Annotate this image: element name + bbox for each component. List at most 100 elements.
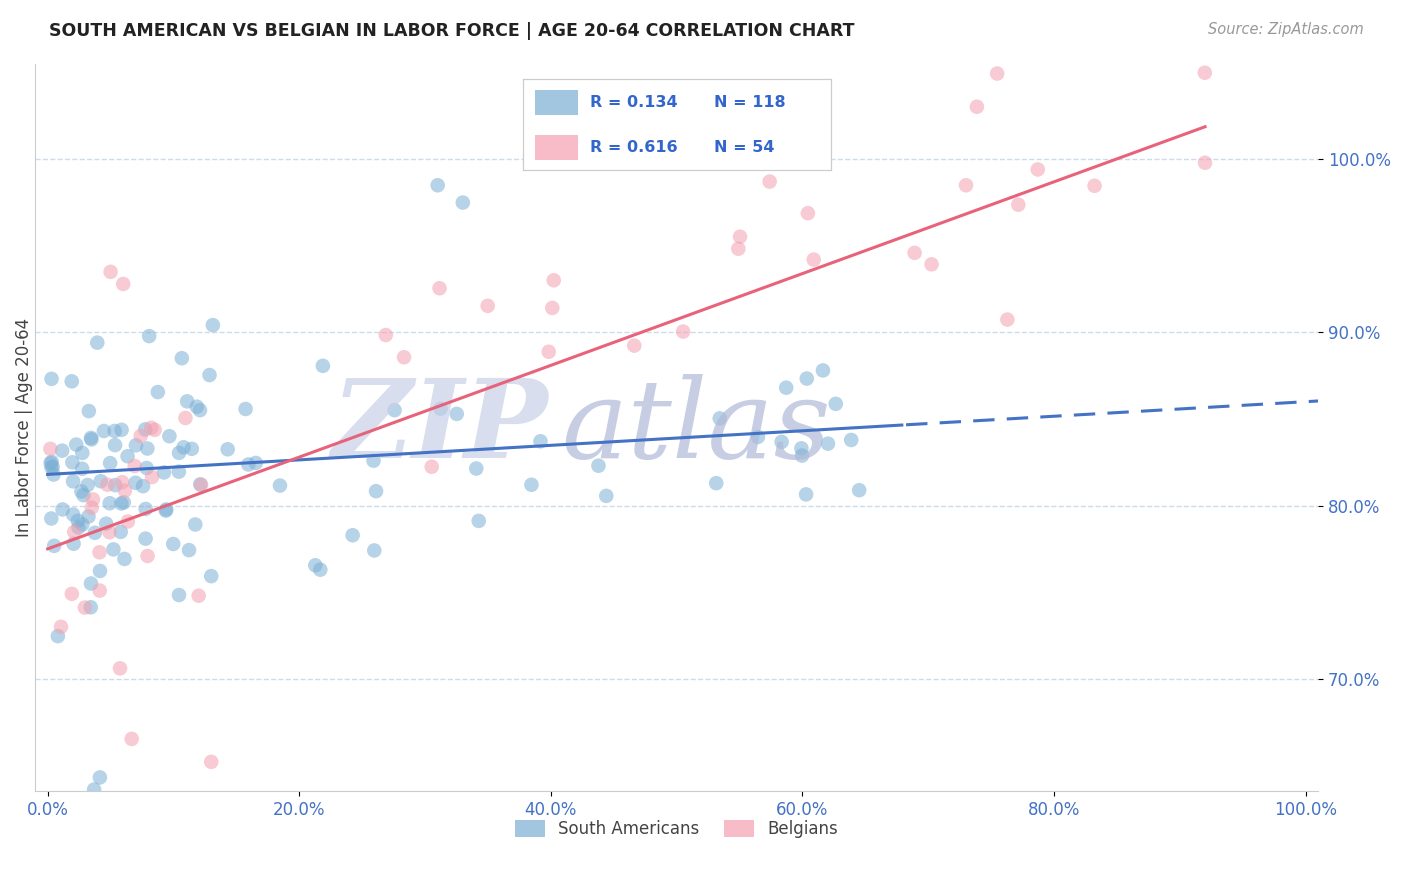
Point [790, 442, 813, 456]
Point [190, 478, 212, 492]
Point [80, 431, 103, 445]
Point [235, 402, 257, 417]
Point [796, 371, 818, 385]
Point [146, 385, 169, 400]
Point [103, 542, 125, 557]
Point [112, 495, 135, 509]
Point [364, 484, 387, 499]
Point [44, 539, 66, 553]
Point [77, 404, 100, 418]
Point [217, 442, 239, 457]
Point [83, 782, 105, 797]
Point [80, 600, 103, 615]
Point [41, 459, 63, 474]
Point [67, 520, 90, 534]
Point [93, 424, 115, 438]
Point [200, 755, 222, 769]
Point [135, 532, 157, 546]
Point [80, 433, 103, 447]
Point [1026, 162, 1049, 177]
Text: Source: ZipAtlas.com: Source: ZipAtlas.com [1208, 22, 1364, 37]
Point [63, 524, 86, 539]
Point [89, 564, 111, 578]
Point [167, 446, 190, 460]
Point [114, 483, 136, 498]
Point [543, 273, 565, 287]
Point [363, 453, 385, 467]
Point [100, 265, 122, 279]
Point [90, 475, 112, 489]
Point [775, 381, 797, 395]
Point [188, 403, 211, 417]
Point [157, 429, 180, 443]
Point [187, 589, 209, 603]
Point [529, 434, 551, 449]
Point [309, 563, 332, 577]
Point [176, 394, 198, 409]
Point [72, 446, 94, 460]
Point [1084, 178, 1107, 193]
Point [839, 433, 862, 447]
Point [429, 401, 451, 416]
Point [41, 460, 63, 475]
Point [94, 516, 117, 531]
Point [77, 509, 100, 524]
Point [111, 475, 134, 490]
Point [188, 477, 211, 491]
Point [477, 299, 499, 313]
Y-axis label: In Labor Force | Age 20-64: In Labor Force | Age 20-64 [15, 318, 32, 537]
Point [42, 467, 65, 482]
Point [184, 517, 207, 532]
Point [117, 515, 139, 529]
Point [117, 450, 139, 464]
Point [342, 528, 364, 542]
Point [60, 587, 83, 601]
Point [49, 620, 72, 634]
Point [811, 363, 834, 377]
Point [588, 458, 610, 473]
Point [728, 229, 751, 244]
Text: ZIP: ZIP [332, 374, 548, 482]
Point [180, 442, 202, 456]
Point [904, 245, 927, 260]
Text: atlas: atlas [561, 374, 831, 482]
Point [132, 479, 155, 493]
Point [41, 372, 63, 386]
Point [986, 66, 1008, 80]
Point [89, 771, 111, 785]
Point [1194, 155, 1216, 169]
Point [125, 438, 148, 452]
Point [446, 407, 468, 421]
Point [104, 478, 127, 492]
Point [770, 434, 793, 449]
Point [173, 440, 195, 454]
Point [200, 569, 222, 583]
Point [60, 374, 83, 388]
Point [83, 525, 105, 540]
Point [426, 178, 449, 193]
Point [709, 411, 731, 425]
Point [86, 335, 108, 350]
Point [62, 508, 84, 522]
Point [121, 731, 143, 746]
Point [134, 422, 156, 436]
Point [245, 456, 267, 470]
Point [114, 552, 136, 566]
Point [198, 368, 221, 382]
Point [72, 488, 94, 502]
Point [155, 502, 177, 516]
Point [141, 470, 163, 484]
Point [41, 455, 63, 469]
Point [451, 195, 474, 210]
Point [153, 466, 176, 480]
Point [170, 351, 193, 366]
Point [51, 502, 73, 516]
Point [72, 517, 94, 532]
Point [80, 500, 103, 515]
Point [467, 514, 489, 528]
Point [747, 430, 769, 444]
Point [66, 514, 89, 528]
Point [704, 476, 727, 491]
Point [143, 423, 166, 437]
Legend: South Americans, Belgians: South Americans, Belgians [508, 814, 845, 845]
